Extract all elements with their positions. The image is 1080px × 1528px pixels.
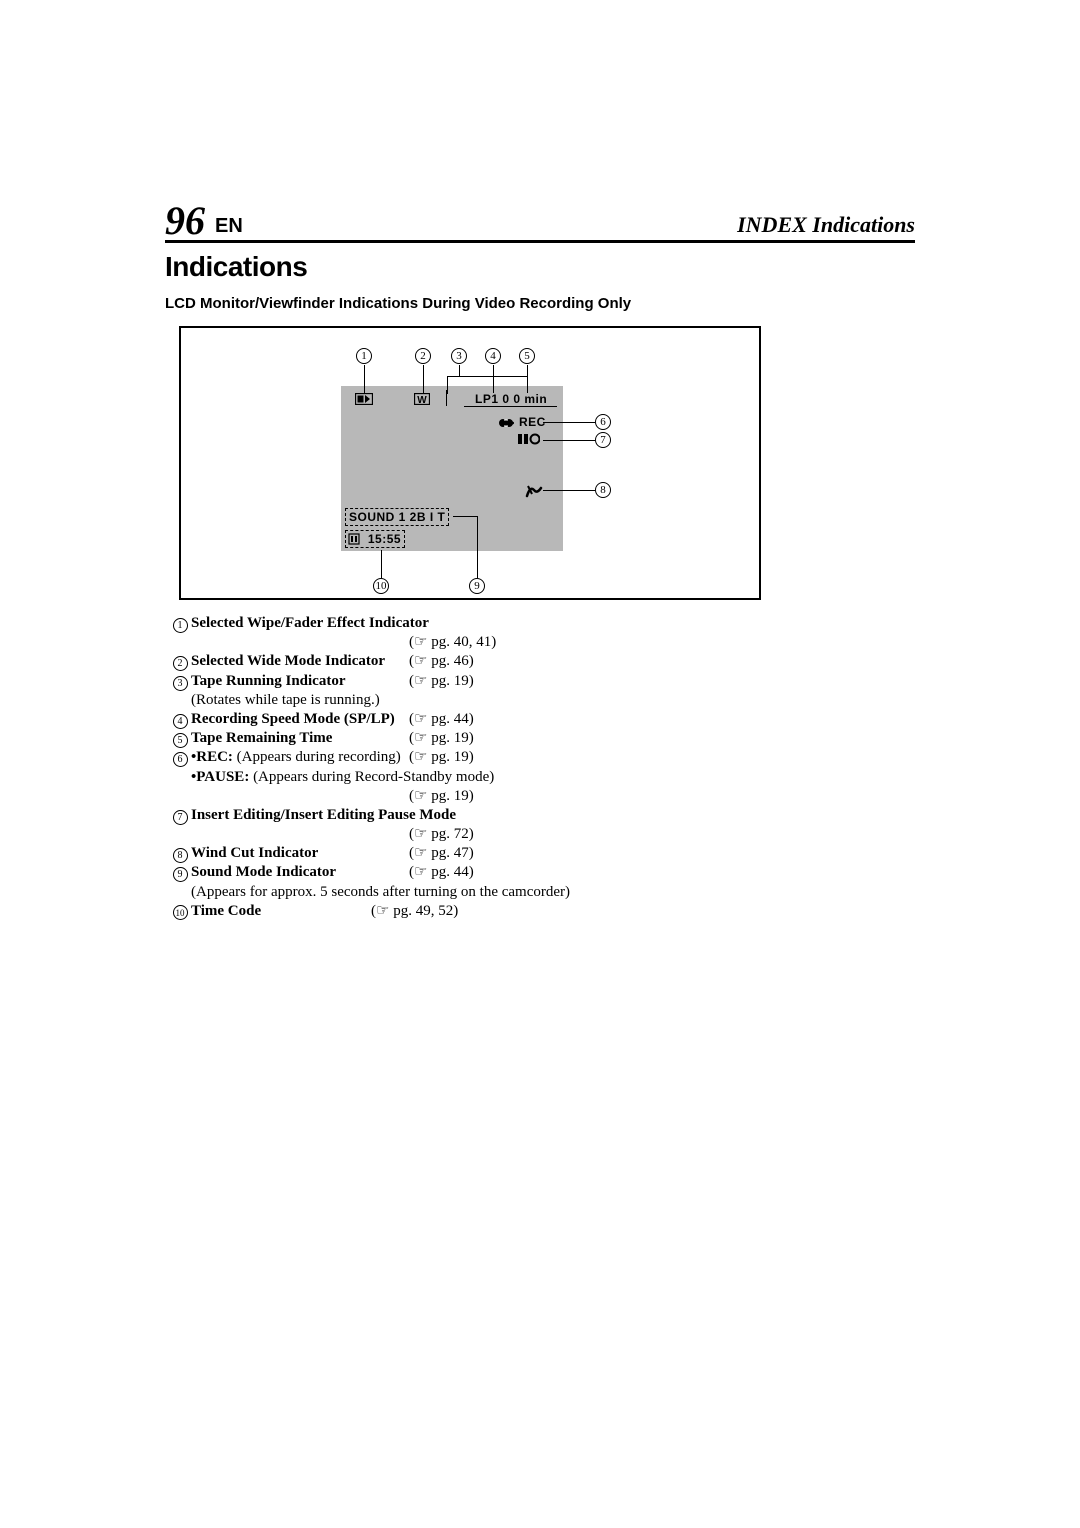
tape-running-icon bbox=[498, 416, 514, 434]
legend-item: 1 Selected Wipe/Fader Effect Indicator bbox=[169, 614, 649, 633]
page-ref: (☞ pg. 44) bbox=[409, 863, 474, 882]
legend-num: 2 bbox=[173, 656, 188, 671]
callout-6: 6 bbox=[595, 414, 611, 430]
page-ref: (☞ pg. 19) bbox=[409, 787, 474, 806]
page-ref: (☞ pg. 19) bbox=[409, 672, 474, 691]
legend-item: 8 Wind Cut Indicator (☞ pg. 47) bbox=[169, 844, 649, 863]
legend-item: 3 Tape Running Indicator (☞ pg. 19) (Rot… bbox=[169, 672, 649, 710]
lead-line bbox=[453, 516, 477, 517]
callout-5: 5 bbox=[519, 348, 535, 364]
legend-ref-row: (☞ pg. 19) bbox=[169, 787, 649, 806]
lead-line bbox=[543, 490, 595, 491]
callout-4: 4 bbox=[485, 348, 501, 364]
legend-title: Sound Mode Indicator bbox=[191, 864, 336, 880]
legend-item: 6 •REC: (Appears during recording) (☞ pg… bbox=[169, 748, 649, 786]
timecode-text: 15:55 bbox=[368, 532, 401, 546]
legend-title: Selected Wide Mode Indicator bbox=[191, 653, 385, 669]
legend-title: Tape Running Indicator bbox=[191, 673, 346, 689]
page-ref: (☞ pg. 19) bbox=[409, 748, 474, 767]
legend-num: 4 bbox=[173, 714, 188, 729]
lead-line bbox=[423, 365, 424, 393]
insert-edit-icon bbox=[518, 432, 540, 450]
lead-line bbox=[447, 376, 448, 394]
legend-item: 2 Selected Wide Mode Indicator (☞ pg. 46… bbox=[169, 652, 649, 671]
legend-note: (Appears for approx. 5 seconds after tur… bbox=[191, 883, 649, 902]
page-number: 96 bbox=[165, 197, 205, 244]
page-ref: (☞ pg. 40, 41) bbox=[409, 633, 496, 652]
page-ref: (☞ pg. 47) bbox=[409, 844, 474, 863]
lead-line bbox=[381, 550, 382, 578]
underline bbox=[464, 406, 557, 407]
callout-3: 3 bbox=[451, 348, 467, 364]
lead-line bbox=[543, 440, 595, 441]
legend-list: 1 Selected Wipe/Fader Effect Indicator (… bbox=[169, 614, 649, 921]
page-ref: (☞ pg. 46) bbox=[409, 652, 474, 671]
legend-rest: (Appears during recording) bbox=[233, 749, 401, 765]
lp-time-text: LP1 0 0 min bbox=[475, 392, 547, 406]
lead-line bbox=[447, 376, 527, 377]
callout-8: 8 bbox=[595, 482, 611, 498]
legend-num: 8 bbox=[173, 848, 188, 863]
legend-title: Wind Cut Indicator bbox=[191, 845, 318, 861]
callout-1: 1 bbox=[356, 348, 372, 364]
legend-num: 7 bbox=[173, 810, 188, 825]
legend-num: 9 bbox=[173, 867, 188, 882]
lead-line bbox=[493, 365, 494, 393]
legend-item: 7 Insert Editing/Insert Editing Pause Mo… bbox=[169, 806, 649, 825]
legend-ref-row: (☞ pg. 40, 41) bbox=[169, 633, 649, 652]
page-lang: EN bbox=[215, 215, 243, 238]
section-title: Indications bbox=[165, 251, 915, 283]
page-ref: (☞ pg. 49, 52) bbox=[371, 902, 458, 921]
lead-line bbox=[543, 422, 595, 423]
rec-text: REC bbox=[519, 415, 546, 429]
legend-ref-row: (☞ pg. 72) bbox=[169, 825, 649, 844]
legend-item: 5 Tape Remaining Time (☞ pg. 19) bbox=[169, 729, 649, 748]
page: 96 EN INDEX Indications Indications LCD … bbox=[165, 197, 915, 921]
index-title: INDEX Indications bbox=[737, 212, 915, 238]
legend-item: 4 Recording Speed Mode (SP/LP) (☞ pg. 44… bbox=[169, 710, 649, 729]
legend-title: Selected Wipe/Fader Effect Indicator bbox=[191, 615, 429, 631]
legend-item: 9 Sound Mode Indicator (☞ pg. 44) (Appea… bbox=[169, 863, 649, 901]
legend-num: 6 bbox=[173, 752, 188, 767]
page-header: 96 EN INDEX Indications bbox=[165, 197, 915, 243]
wide-mode-icon: W bbox=[414, 392, 430, 410]
legend-title: Tape Remaining Time bbox=[191, 730, 332, 746]
legend-num: 1 bbox=[173, 618, 188, 633]
legend-title: Time Code bbox=[191, 903, 261, 919]
sound-mode-box: SOUND 1 2B I T bbox=[345, 508, 449, 526]
legend-num: 3 bbox=[173, 676, 188, 691]
lcd-screen: W LP1 0 0 min REC SOUND 1 2B I T bbox=[341, 386, 563, 551]
wipe-fader-icon bbox=[355, 392, 373, 410]
lead-line bbox=[459, 365, 460, 376]
legend-num: 10 bbox=[173, 905, 188, 920]
callout-9: 9 bbox=[469, 578, 485, 594]
legend-item: 10 Time Code (☞ pg. 49, 52) bbox=[169, 902, 649, 921]
legend-title-rec: •REC: bbox=[191, 749, 233, 765]
lead-line bbox=[527, 365, 528, 393]
section-subtitle: LCD Monitor/Viewfinder Indications Durin… bbox=[165, 295, 915, 312]
callout-10: 10 bbox=[373, 578, 389, 594]
lcd-diagram: W LP1 0 0 min REC SOUND 1 2B I T bbox=[179, 326, 761, 600]
timecode-box: 15:55 bbox=[345, 530, 405, 548]
lead-line bbox=[364, 365, 365, 393]
page-ref: (☞ pg. 44) bbox=[409, 710, 474, 729]
legend-note: (Rotates while tape is running.) bbox=[191, 691, 649, 710]
legend-num: 5 bbox=[173, 733, 188, 748]
legend-note-pause: •PAUSE: (Appears during Record-Standby m… bbox=[191, 768, 649, 787]
page-ref: (☞ pg. 19) bbox=[409, 729, 474, 748]
legend-title: Insert Editing/Insert Editing Pause Mode bbox=[191, 807, 456, 823]
legend-title: Recording Speed Mode (SP/LP) bbox=[191, 711, 395, 727]
callout-7: 7 bbox=[595, 432, 611, 448]
page-ref: (☞ pg. 72) bbox=[409, 825, 474, 844]
svg-text:W: W bbox=[417, 395, 427, 405]
wind-cut-icon bbox=[525, 484, 543, 503]
lead-line bbox=[477, 516, 478, 578]
callout-2: 2 bbox=[415, 348, 431, 364]
